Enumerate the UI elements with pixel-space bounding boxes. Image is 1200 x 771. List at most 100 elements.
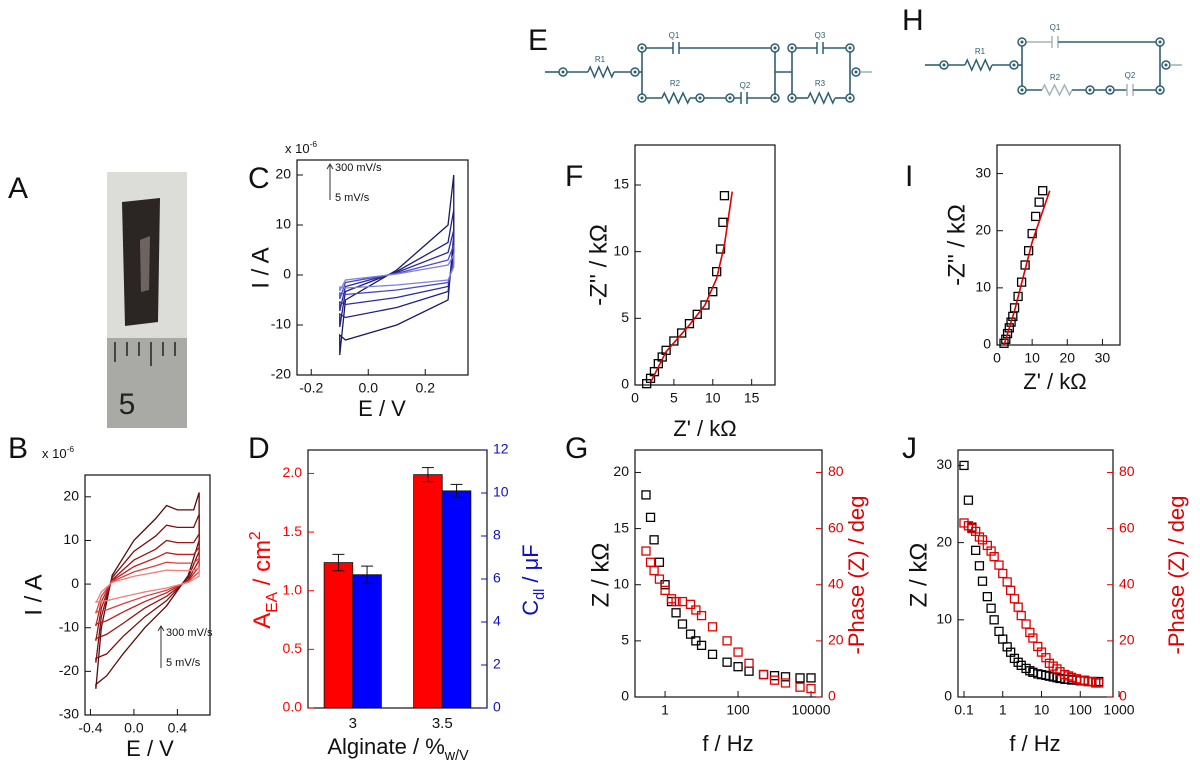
data-point bbox=[722, 636, 732, 646]
data-point bbox=[641, 490, 651, 500]
data-point bbox=[696, 640, 707, 651]
data-point bbox=[1052, 664, 1062, 674]
y-tick-label: 0 bbox=[621, 688, 629, 704]
y2-axis-label-part: / μF bbox=[518, 544, 543, 588]
series-line bbox=[339, 209, 455, 328]
data-point bbox=[769, 675, 780, 685]
data-point bbox=[998, 634, 1008, 644]
data-point bbox=[806, 683, 816, 694]
y2-tick-label: 4 bbox=[493, 613, 501, 629]
x-axis-label: f / Hz bbox=[702, 731, 753, 756]
y2-axis-label: -Phase (Z) / deg bbox=[844, 496, 869, 655]
series-line bbox=[649, 191, 734, 383]
node-dot bbox=[640, 96, 644, 100]
annotation: 300 mV/s bbox=[166, 627, 213, 639]
data-point bbox=[1028, 633, 1038, 643]
y2-tick-label: 40 bbox=[828, 575, 844, 591]
y-axis-label: -Z'' / kΩ bbox=[585, 224, 612, 306]
data-point bbox=[994, 560, 1004, 570]
ruler-label: 5 bbox=[119, 388, 136, 421]
y2-axis-label: -Phase (Z) / deg bbox=[1164, 496, 1189, 655]
data-point bbox=[1034, 197, 1044, 207]
y-tick-label: 10 bbox=[613, 242, 629, 258]
x-axis-label: Alginate / %w/V bbox=[327, 734, 469, 764]
resistor bbox=[661, 91, 691, 105]
plot-frame bbox=[634, 449, 823, 698]
data-point bbox=[1094, 678, 1104, 688]
x-tick-label: 10000 bbox=[792, 702, 831, 718]
axis-multiplier: x 10-6 bbox=[42, 444, 74, 461]
series-line bbox=[95, 566, 200, 604]
y-tick-label: 10 bbox=[63, 531, 79, 547]
node-dot bbox=[848, 46, 852, 50]
y-tick-label: 15 bbox=[613, 176, 629, 192]
data-point bbox=[692, 309, 702, 319]
panel-letter: B bbox=[8, 432, 28, 465]
component-label: Q2 bbox=[740, 81, 751, 90]
y-tick-label: 30 bbox=[975, 164, 991, 180]
node-dot bbox=[1158, 40, 1162, 44]
y2-axis-label-part: C bbox=[518, 600, 543, 616]
series-line bbox=[339, 252, 455, 292]
data-point bbox=[1013, 657, 1023, 667]
resistor bbox=[964, 58, 993, 72]
ruler-ticks bbox=[114, 342, 176, 366]
annotation: 5 mV/s bbox=[335, 192, 370, 204]
y-tick-label: -30 bbox=[59, 706, 79, 722]
data-point bbox=[1031, 211, 1041, 222]
data-point bbox=[649, 535, 659, 545]
data-point bbox=[700, 300, 710, 310]
axis-multiplier-part: x 10 bbox=[42, 446, 67, 461]
x-axis-label: f / Hz bbox=[1009, 731, 1060, 756]
y-tick-label: -10 bbox=[59, 618, 79, 634]
annotation-arrowhead bbox=[326, 163, 334, 170]
series-line bbox=[95, 545, 200, 627]
y-tick-label: 20 bbox=[936, 533, 952, 549]
y2-tick-label: 0 bbox=[493, 699, 501, 715]
x-tick-label: 10 bbox=[1024, 350, 1040, 366]
data-point bbox=[660, 585, 670, 595]
data-point bbox=[1001, 334, 1011, 344]
panel-letter: C bbox=[248, 162, 270, 195]
data-point bbox=[1006, 317, 1016, 327]
y-tick-label: 1.0 bbox=[283, 581, 303, 597]
data-point bbox=[649, 566, 659, 576]
data-point bbox=[684, 319, 695, 329]
data-point bbox=[959, 460, 969, 471]
y2-tick-label: 2 bbox=[493, 656, 501, 672]
component-label: R1 bbox=[595, 55, 606, 64]
y-axis-label-part: A bbox=[249, 613, 276, 629]
x-tick-label: 3.5 bbox=[432, 715, 453, 732]
series-line bbox=[95, 556, 200, 614]
data-point bbox=[780, 678, 791, 688]
x-axis-label: E / V bbox=[358, 396, 406, 421]
y-axis-label-part: / cm bbox=[249, 540, 276, 592]
data-point bbox=[685, 629, 696, 639]
data-point bbox=[660, 580, 670, 590]
data-point bbox=[1025, 627, 1035, 638]
panel-letter: D bbox=[248, 432, 270, 465]
component-label: R2 bbox=[670, 79, 681, 88]
x-tick-label: 0 bbox=[631, 390, 639, 406]
node-dot bbox=[633, 70, 637, 74]
plot-frame bbox=[996, 144, 1121, 346]
y2-tick-label: 20 bbox=[1119, 632, 1135, 648]
axis-multiplier-part: x 10 bbox=[285, 141, 310, 156]
node-dot bbox=[854, 70, 858, 74]
error-bar bbox=[450, 483, 463, 498]
y-tick-label: 10 bbox=[613, 575, 629, 591]
annotation: 5 mV/s bbox=[166, 657, 201, 669]
data-point bbox=[795, 682, 805, 692]
bar bbox=[352, 574, 382, 709]
error-bar bbox=[361, 565, 374, 584]
panel-letter: I bbox=[905, 160, 913, 193]
component-label: R2 bbox=[1050, 73, 1061, 82]
x-tick-label: 1000 bbox=[1103, 702, 1134, 718]
sample-highlight bbox=[140, 236, 150, 292]
bar bbox=[323, 562, 354, 709]
x-tick-label: 10 bbox=[705, 390, 721, 406]
data-point bbox=[671, 596, 681, 607]
node-dot bbox=[698, 96, 702, 100]
plot-frame bbox=[84, 474, 211, 716]
